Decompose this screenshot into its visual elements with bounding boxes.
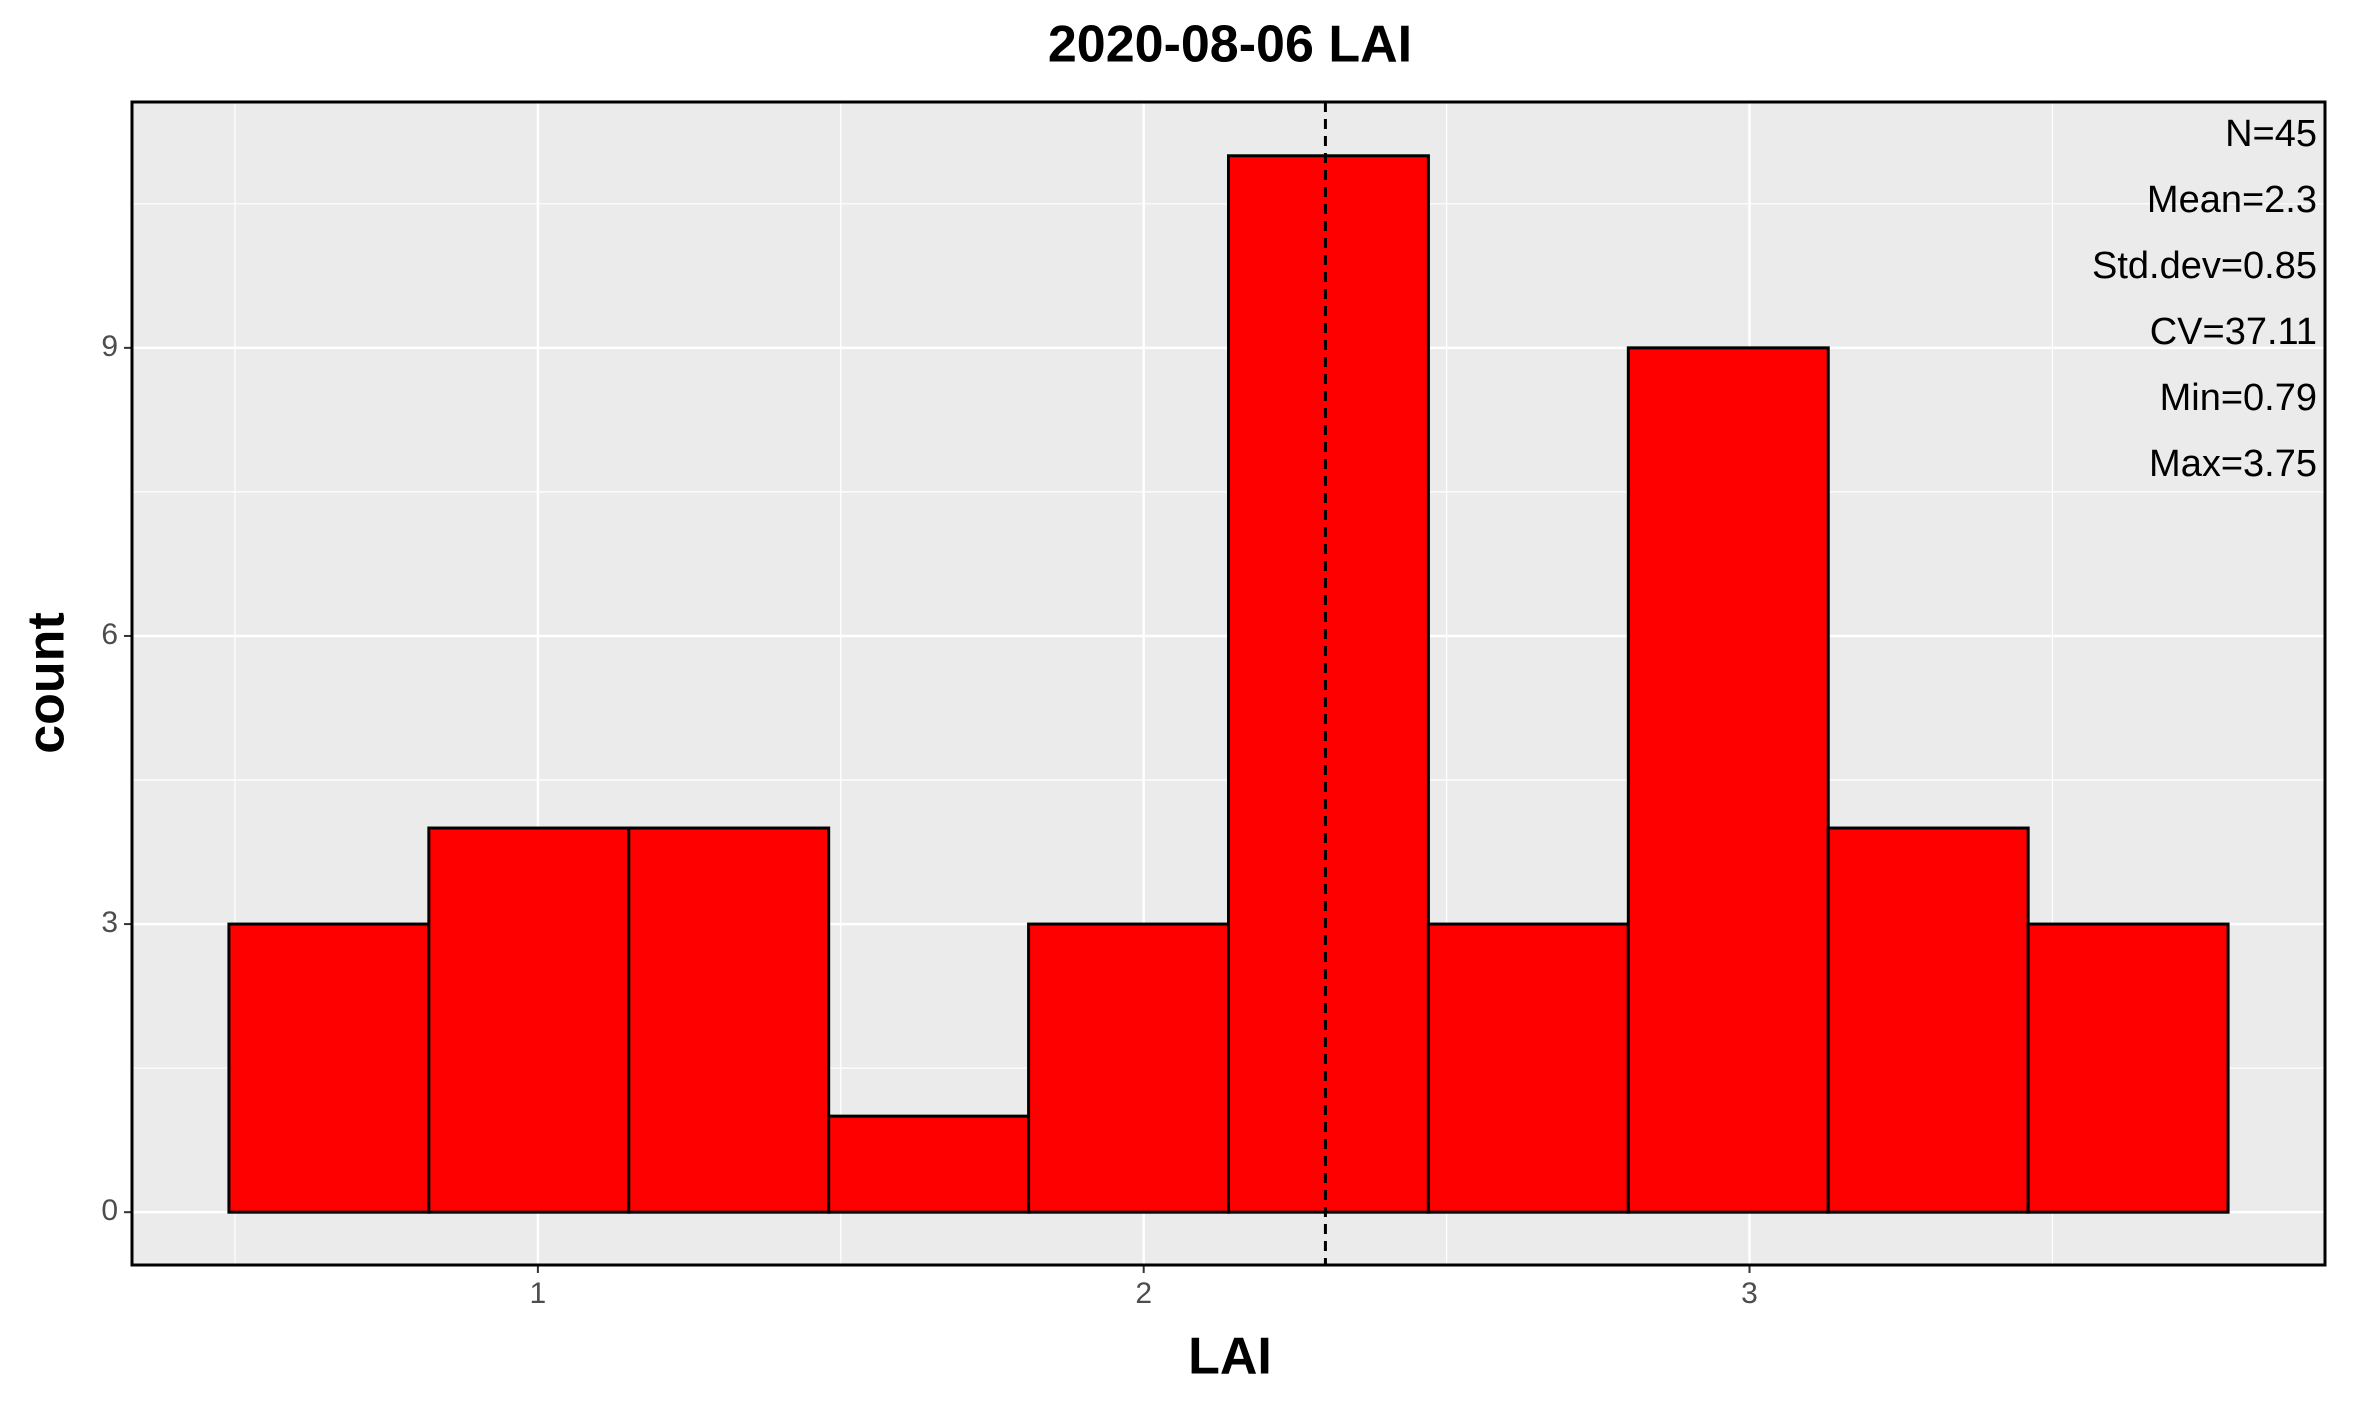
bar xyxy=(1227,154,1430,1214)
panel-border xyxy=(130,100,2327,1267)
annotation: Max=3.75 xyxy=(2149,443,2317,485)
annotation: CV=37.11 xyxy=(2150,311,2317,353)
bar xyxy=(2026,922,2230,1214)
y-axis-label: count xyxy=(18,612,76,754)
y-tick-label: 6 xyxy=(101,618,118,651)
bar xyxy=(1826,826,2030,1214)
annotation: Std.dev=0.85 xyxy=(2092,245,2317,287)
bar xyxy=(1626,346,1830,1214)
chart-title: 2020-08-06 LAI xyxy=(1048,16,1412,74)
bar xyxy=(1426,922,1630,1214)
bar xyxy=(827,1114,1031,1214)
x-axis-label: LAI xyxy=(1188,1328,1272,1386)
x-tick-label: 2 xyxy=(1135,1277,1152,1310)
annotation: Mean=2.3 xyxy=(2147,179,2317,221)
x-tick-label: 3 xyxy=(1741,1277,1758,1310)
x-tick-label: 1 xyxy=(530,1277,547,1310)
bar xyxy=(227,922,431,1214)
bar xyxy=(627,826,831,1214)
y-tick-label: 3 xyxy=(101,906,118,939)
bar xyxy=(427,826,631,1214)
y-tick-label: 0 xyxy=(101,1194,118,1227)
annotation: Min=0.79 xyxy=(2160,377,2317,419)
bar xyxy=(1027,922,1231,1214)
y-tick-label: 9 xyxy=(101,330,118,363)
annotation: N=45 xyxy=(2225,113,2317,155)
